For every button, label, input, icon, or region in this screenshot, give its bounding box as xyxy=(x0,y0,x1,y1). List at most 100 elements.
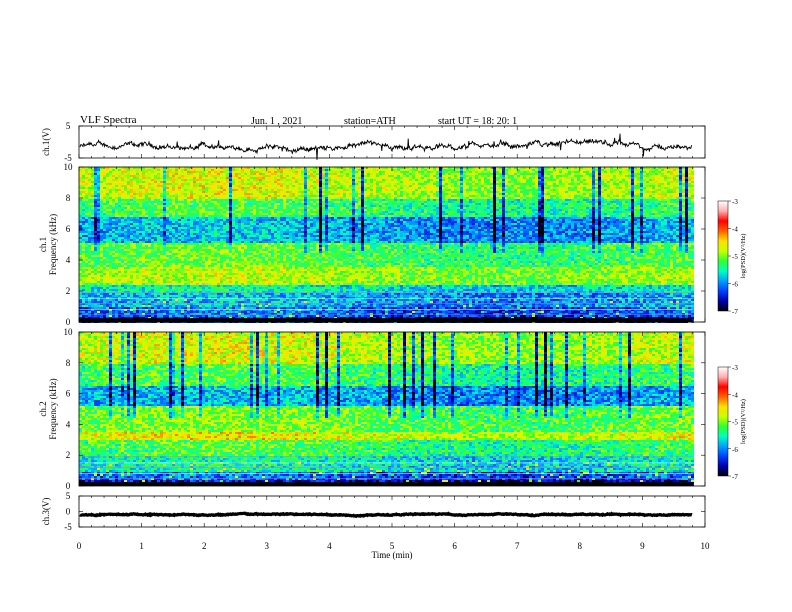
spectrogram-cell xyxy=(178,225,181,227)
spectrogram-cell xyxy=(208,201,211,203)
spectrogram-cell xyxy=(223,219,226,221)
spectrogram-cell xyxy=(184,249,187,251)
spectrogram-cell xyxy=(142,293,145,295)
spectrogram-cell xyxy=(136,301,139,303)
spectrogram-cell xyxy=(199,301,202,303)
spectrogram-cell xyxy=(79,265,82,267)
spectrogram-cell xyxy=(241,243,244,245)
spectrogram-cell xyxy=(91,185,94,187)
spectrogram-cell xyxy=(244,169,247,171)
spectrogram-cell xyxy=(187,235,190,237)
spectrogram-cell xyxy=(223,187,226,189)
spectrogram-cell xyxy=(124,235,127,237)
spectrogram-cell xyxy=(94,273,97,275)
spectrogram-cell xyxy=(109,277,112,279)
spectrogram-cell xyxy=(262,283,265,285)
spectrogram-cell xyxy=(100,227,103,229)
spectrogram-cell xyxy=(169,253,172,255)
spectrogram-cell xyxy=(211,229,214,231)
spectrogram-cell xyxy=(268,195,271,197)
spectrogram-cell xyxy=(151,269,154,271)
spectrogram-cell xyxy=(205,177,208,179)
spectrogram-cell xyxy=(82,307,85,309)
spectrogram-cell xyxy=(85,201,88,203)
spectrogram-cell xyxy=(262,203,265,205)
spectrogram-cell xyxy=(133,293,136,295)
spectrogram-cell xyxy=(163,225,166,227)
spectrogram-cell xyxy=(214,253,217,255)
spectrogram-cell xyxy=(124,271,127,273)
spectrogram-cell xyxy=(85,223,88,225)
spectrogram-cell xyxy=(217,247,220,249)
spectrogram-cell xyxy=(169,189,172,191)
spectrogram-cell xyxy=(100,175,103,177)
spectrogram-cell xyxy=(154,281,157,283)
spectrogram-cell xyxy=(190,285,193,287)
spectrogram-cell xyxy=(229,261,232,263)
spectrogram-cell xyxy=(103,201,106,203)
spectrogram-cell xyxy=(229,251,232,253)
spectrogram-cell xyxy=(103,181,106,183)
spectrogram-cell xyxy=(250,221,253,223)
spectrogram-cell xyxy=(169,221,172,223)
spectrogram-cell xyxy=(100,255,103,257)
spectrogram-cell xyxy=(124,269,127,271)
spectrogram-cell xyxy=(136,251,139,253)
spectrogram-cell xyxy=(175,281,178,283)
spectrogram-cell xyxy=(175,229,178,231)
spectrogram-cell xyxy=(151,281,154,283)
spectrogram-cell xyxy=(211,223,214,225)
spectrogram-cell xyxy=(256,271,259,273)
spectrogram-cell xyxy=(175,275,178,277)
spectrogram-cell xyxy=(226,255,229,257)
spectrogram-cell xyxy=(166,195,169,197)
spectrogram-cell xyxy=(184,239,187,241)
spectrogram-cell xyxy=(181,301,184,303)
spectrogram-cell xyxy=(268,183,271,185)
spectrogram-cell xyxy=(154,187,157,189)
spectrogram-cell xyxy=(88,311,91,313)
spectrogram-cell xyxy=(253,295,256,297)
spectrogram-cell xyxy=(211,267,214,269)
spectrogram-cell xyxy=(220,281,223,283)
spectrogram-cell xyxy=(202,315,205,317)
spectrogram-cell xyxy=(97,179,100,181)
spectrogram-cell xyxy=(250,299,253,301)
spectrogram-cell xyxy=(214,257,217,259)
spectrogram-cell xyxy=(136,267,139,269)
spectrogram-cell xyxy=(241,235,244,237)
spectrogram-cell xyxy=(265,273,268,275)
spectrogram-cell xyxy=(247,221,250,223)
spectrogram-cell xyxy=(199,315,202,317)
spectrogram-cell xyxy=(247,279,250,281)
spectrogram-cell xyxy=(91,227,94,229)
spectrogram-cell xyxy=(235,245,238,247)
spectrogram-cell xyxy=(169,251,172,253)
spectrogram-cell xyxy=(217,307,220,309)
spectrogram-cell xyxy=(226,191,229,193)
spectrogram-cell xyxy=(136,257,139,259)
spectrogram-cell xyxy=(187,217,190,219)
spectrogram-cell xyxy=(145,235,148,237)
spectrogram-cell xyxy=(115,227,118,229)
spectrogram-cell xyxy=(124,245,127,247)
spectrogram-cell xyxy=(166,175,169,177)
spectrogram-cell xyxy=(133,305,136,307)
spectrogram-cell xyxy=(115,299,118,301)
spectrogram-cell xyxy=(145,195,148,197)
spectrogram-cell xyxy=(181,261,184,263)
spectrogram-cell xyxy=(109,283,112,285)
spectrogram-cell xyxy=(97,235,100,237)
spectrogram-cell xyxy=(103,305,106,307)
spectrogram-cell xyxy=(154,287,157,289)
spectrogram-cell xyxy=(157,273,160,275)
spectrogram-cell xyxy=(241,209,244,211)
spectrogram-cell xyxy=(229,219,232,221)
spectrogram-cell xyxy=(136,237,139,239)
spectrogram-cell xyxy=(79,209,82,211)
spectrogram-cell xyxy=(226,293,229,295)
spectrogram-cell xyxy=(241,223,244,225)
spectrogram-cell xyxy=(133,295,136,297)
spectrogram-cell xyxy=(166,273,169,275)
